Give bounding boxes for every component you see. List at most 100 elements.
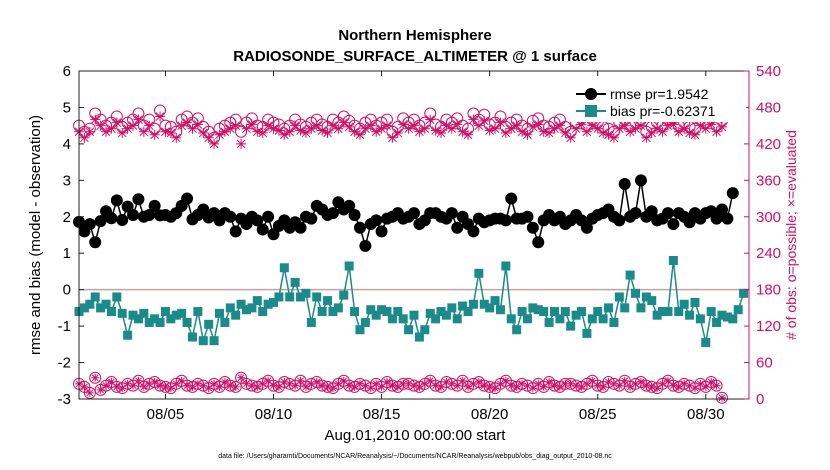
- star-stroke: [237, 374, 245, 382]
- count-evaluated-bias-point: [642, 381, 651, 390]
- count-evaluated-bias-point: [437, 382, 446, 391]
- bias-point: [209, 336, 219, 346]
- bias-point: [123, 330, 133, 340]
- star-stroke: [637, 378, 645, 386]
- bias-point: [90, 292, 100, 302]
- star-stroke: [659, 380, 666, 388]
- star-stroke: [399, 380, 407, 388]
- star-stroke: [129, 382, 137, 389]
- star-stroke: [151, 378, 158, 386]
- rmse-point: [305, 212, 318, 225]
- star-stroke: [707, 378, 715, 386]
- count-evaluated-point: [257, 127, 268, 138]
- count-evaluated-point: [300, 127, 311, 138]
- rmse-point: [634, 174, 647, 187]
- star-stroke: [183, 382, 191, 389]
- star-stroke: [480, 382, 488, 389]
- star-stroke: [605, 378, 612, 386]
- bias-point: [463, 307, 473, 317]
- legend-rmse-label: rmse pr=1.9542: [610, 86, 709, 102]
- bias-point: [593, 307, 603, 317]
- count-evaluated-bias-point: [431, 381, 440, 390]
- bias-point: [739, 288, 749, 298]
- count-evaluated-point: [689, 129, 700, 140]
- y-tick-label: 4: [63, 136, 71, 153]
- bias-line: [78, 260, 745, 344]
- star-stroke: [416, 383, 423, 391]
- y2-tick-label: 180: [756, 282, 781, 299]
- bias-point: [609, 317, 619, 327]
- bias-point: [701, 338, 711, 348]
- star-stroke: [313, 378, 321, 386]
- bias-point: [333, 303, 343, 313]
- star-stroke: [410, 382, 418, 389]
- star-stroke: [178, 377, 186, 385]
- y-tick-label: -2: [58, 355, 71, 372]
- count-evaluated-point: [79, 132, 90, 143]
- star-stroke: [118, 384, 126, 392]
- count-evaluated-bias-point: [539, 382, 548, 391]
- y-axis-label: rmse and bias (model - observation): [27, 115, 44, 355]
- count-evaluated-bias-point: [156, 381, 165, 390]
- star-stroke: [496, 118, 505, 127]
- count-evaluated-bias-point: [550, 381, 559, 390]
- count-evaluated-bias-point: [599, 382, 608, 391]
- count-evaluated-point: [495, 117, 506, 128]
- count-evaluated-bias-point: [107, 377, 116, 386]
- star-stroke: [452, 120, 462, 129]
- star-stroke: [124, 380, 131, 388]
- count-evaluated-bias-point: [426, 376, 435, 385]
- star-stroke: [571, 124, 581, 134]
- rmse-point: [116, 214, 129, 227]
- count-evaluated-bias-point: [485, 382, 494, 391]
- bias-point: [182, 317, 192, 327]
- bias-point: [177, 308, 187, 318]
- rmse-point: [451, 221, 464, 234]
- star-stroke: [108, 378, 115, 386]
- count-evaluated-bias-point: [296, 376, 305, 385]
- bias-point: [339, 290, 349, 300]
- count-evaluated-point: [522, 129, 533, 140]
- count-evaluated-point: [84, 126, 95, 137]
- count-evaluated-bias-point: [285, 379, 294, 388]
- chart-subtitle: RADIOSONDE_SURFACE_ALTIMETER @ 1 surface: [233, 48, 597, 65]
- count-evaluated-bias-point: [609, 379, 618, 388]
- star-stroke: [405, 380, 412, 388]
- count-evaluated-bias-point: [102, 381, 111, 390]
- count-evaluated-bias-point: [291, 381, 300, 390]
- bias-point: [139, 308, 149, 318]
- bias-point: [636, 303, 646, 313]
- star-stroke: [182, 118, 192, 127]
- count-evaluated-point: [236, 138, 247, 149]
- star-stroke: [366, 121, 376, 131]
- star-stroke: [312, 121, 322, 131]
- rmse-point: [127, 208, 140, 221]
- bias-point: [290, 277, 300, 287]
- rmse-point: [710, 212, 723, 225]
- bias-point: [501, 261, 511, 271]
- star-stroke: [113, 383, 121, 391]
- bias-point: [301, 288, 311, 298]
- star-stroke: [518, 380, 526, 388]
- y-tick-label: 6: [63, 63, 71, 80]
- count-evaluated-bias-point: [231, 382, 240, 391]
- star-stroke: [172, 380, 180, 388]
- bias-point: [414, 332, 424, 342]
- bias-point: [604, 303, 614, 313]
- count-evaluated-bias-point: [85, 388, 94, 397]
- bias-point: [512, 325, 522, 335]
- count-evaluated-bias-point: [647, 382, 656, 391]
- bias-point: [128, 310, 138, 320]
- star-stroke: [351, 383, 358, 391]
- bias-point: [79, 303, 89, 313]
- rmse-point: [526, 221, 539, 234]
- count-evaluated-point: [608, 132, 619, 143]
- bias-point: [155, 317, 165, 327]
- rmse-point: [353, 221, 366, 234]
- star-stroke: [345, 382, 353, 389]
- bias-point: [506, 314, 516, 324]
- star-stroke: [247, 120, 257, 129]
- star-stroke: [636, 121, 646, 131]
- star-stroke: [718, 394, 726, 402]
- chart-title: Northern Hemisphere: [338, 27, 491, 44]
